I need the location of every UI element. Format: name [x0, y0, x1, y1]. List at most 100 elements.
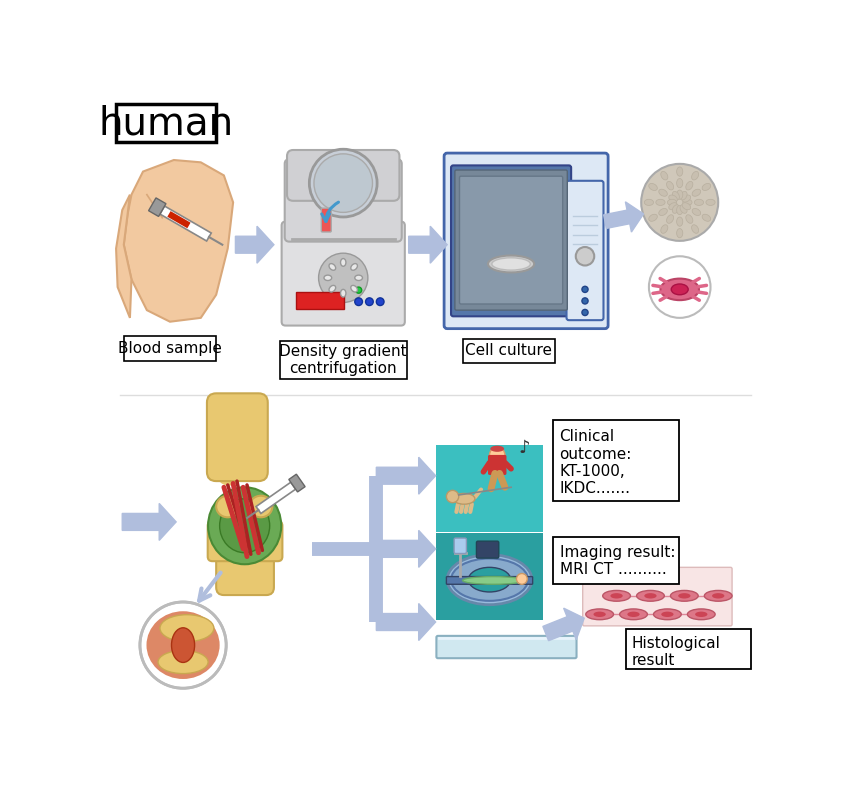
- Polygon shape: [377, 457, 435, 494]
- FancyBboxPatch shape: [446, 577, 533, 584]
- Ellipse shape: [160, 615, 214, 641]
- Ellipse shape: [490, 446, 504, 452]
- Ellipse shape: [351, 285, 358, 292]
- Ellipse shape: [677, 229, 683, 238]
- Ellipse shape: [712, 593, 724, 599]
- FancyBboxPatch shape: [287, 150, 400, 201]
- Text: Histological
result: Histological result: [632, 636, 721, 668]
- Ellipse shape: [683, 199, 692, 206]
- FancyBboxPatch shape: [207, 521, 282, 561]
- Circle shape: [641, 164, 718, 241]
- Circle shape: [355, 287, 362, 293]
- FancyBboxPatch shape: [566, 180, 604, 320]
- Ellipse shape: [694, 199, 704, 206]
- Ellipse shape: [351, 264, 358, 270]
- Circle shape: [319, 253, 368, 303]
- Ellipse shape: [695, 611, 707, 617]
- Ellipse shape: [706, 199, 715, 206]
- Ellipse shape: [672, 191, 679, 200]
- FancyBboxPatch shape: [281, 221, 405, 325]
- Ellipse shape: [158, 651, 208, 674]
- FancyBboxPatch shape: [454, 538, 467, 553]
- Ellipse shape: [659, 209, 667, 215]
- Ellipse shape: [702, 184, 711, 191]
- Circle shape: [582, 298, 588, 304]
- Ellipse shape: [644, 593, 656, 599]
- Polygon shape: [149, 198, 166, 217]
- FancyBboxPatch shape: [436, 636, 576, 658]
- Ellipse shape: [682, 195, 691, 202]
- Circle shape: [354, 298, 362, 306]
- Ellipse shape: [216, 496, 240, 517]
- Ellipse shape: [686, 181, 693, 190]
- Ellipse shape: [702, 214, 711, 221]
- FancyBboxPatch shape: [488, 455, 507, 475]
- Ellipse shape: [447, 555, 532, 604]
- Ellipse shape: [649, 214, 657, 221]
- Polygon shape: [604, 202, 643, 232]
- Ellipse shape: [324, 275, 332, 281]
- Ellipse shape: [654, 609, 681, 619]
- FancyBboxPatch shape: [626, 629, 751, 669]
- Ellipse shape: [341, 258, 346, 266]
- FancyBboxPatch shape: [216, 518, 274, 595]
- FancyBboxPatch shape: [553, 537, 679, 583]
- Text: Imaging result:
MRI CT ..........: Imaging result: MRI CT ..........: [559, 545, 675, 578]
- Polygon shape: [289, 474, 305, 492]
- Ellipse shape: [692, 209, 700, 215]
- Circle shape: [575, 247, 594, 266]
- Circle shape: [366, 298, 373, 306]
- FancyBboxPatch shape: [321, 208, 332, 232]
- Ellipse shape: [659, 189, 667, 196]
- Ellipse shape: [677, 167, 683, 177]
- Polygon shape: [122, 504, 176, 541]
- Circle shape: [446, 490, 459, 503]
- Text: Blood sample: Blood sample: [118, 341, 222, 356]
- Ellipse shape: [660, 172, 668, 180]
- Ellipse shape: [669, 203, 677, 210]
- Ellipse shape: [329, 264, 336, 270]
- Ellipse shape: [677, 179, 683, 188]
- Ellipse shape: [341, 289, 346, 297]
- Ellipse shape: [644, 199, 654, 206]
- Ellipse shape: [620, 609, 648, 619]
- FancyBboxPatch shape: [280, 341, 407, 380]
- Circle shape: [140, 602, 226, 688]
- FancyBboxPatch shape: [583, 567, 732, 626]
- Ellipse shape: [688, 609, 715, 619]
- Ellipse shape: [488, 255, 534, 273]
- Polygon shape: [160, 206, 212, 241]
- FancyBboxPatch shape: [207, 393, 268, 481]
- Ellipse shape: [692, 189, 700, 196]
- Ellipse shape: [329, 285, 336, 292]
- Text: ♪: ♪: [518, 440, 530, 457]
- FancyBboxPatch shape: [460, 177, 563, 304]
- Text: Density gradient
centrifugation: Density gradient centrifugation: [280, 344, 407, 377]
- Polygon shape: [409, 226, 447, 263]
- Ellipse shape: [666, 215, 673, 223]
- Ellipse shape: [692, 225, 699, 233]
- Circle shape: [517, 574, 527, 584]
- Circle shape: [377, 298, 384, 306]
- Ellipse shape: [682, 203, 691, 210]
- FancyBboxPatch shape: [444, 153, 608, 329]
- Ellipse shape: [593, 611, 606, 617]
- Ellipse shape: [637, 590, 665, 601]
- Ellipse shape: [610, 593, 623, 599]
- Ellipse shape: [660, 225, 668, 233]
- Ellipse shape: [219, 499, 269, 552]
- FancyBboxPatch shape: [553, 420, 679, 500]
- Ellipse shape: [462, 577, 524, 584]
- Ellipse shape: [705, 590, 732, 601]
- FancyBboxPatch shape: [477, 541, 499, 558]
- Polygon shape: [543, 608, 584, 641]
- Ellipse shape: [660, 279, 699, 300]
- Polygon shape: [377, 530, 435, 567]
- Polygon shape: [235, 226, 274, 263]
- Ellipse shape: [677, 190, 683, 199]
- Ellipse shape: [603, 590, 631, 601]
- FancyBboxPatch shape: [116, 104, 216, 143]
- Ellipse shape: [680, 205, 687, 214]
- Circle shape: [582, 310, 588, 315]
- Ellipse shape: [354, 275, 362, 281]
